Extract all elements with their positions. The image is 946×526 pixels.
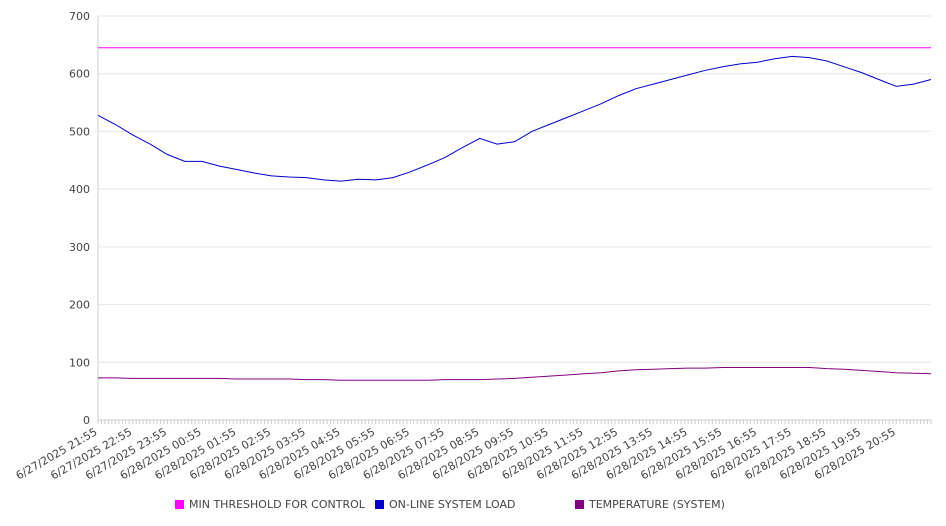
legend-item-system-load[interactable]: ON-LINE SYSTEM LOAD: [375, 498, 515, 511]
legend-item-temperature[interactable]: TEMPERATURE (SYSTEM): [575, 498, 725, 511]
legend-swatch: [575, 500, 584, 509]
y-tick-label: 100: [69, 356, 90, 369]
y-tick-label: 400: [69, 183, 90, 196]
x-axis: 6/27/2025 21:556/27/2025 22:556/27/2025 …: [14, 419, 932, 482]
y-axis: 0 100 200 300 400 500 600 700: [69, 10, 99, 427]
legend-swatch: [175, 500, 184, 509]
legend: MIN THRESHOLD FOR CONTROL ON-LINE SYSTEM…: [0, 498, 946, 518]
y-tick-label: 700: [69, 10, 90, 23]
legend-label: MIN THRESHOLD FOR CONTROL: [189, 498, 365, 511]
legend-swatch: [375, 500, 384, 509]
legend-label: TEMPERATURE (SYSTEM): [589, 498, 725, 511]
series-line: [98, 367, 932, 381]
legend-item-min-threshold[interactable]: MIN THRESHOLD FOR CONTROL: [175, 498, 365, 511]
y-tick-label: 600: [69, 68, 90, 81]
series-lines: [97, 47, 932, 381]
y-tick-label: 0: [83, 414, 90, 427]
y-gridlines: [98, 15, 931, 421]
legend-label: ON-LINE SYSTEM LOAD: [389, 498, 516, 511]
y-tick-label: 500: [69, 125, 90, 138]
y-tick-label: 300: [69, 241, 90, 254]
series-line: [97, 55, 932, 182]
y-tick-label: 200: [69, 299, 90, 312]
